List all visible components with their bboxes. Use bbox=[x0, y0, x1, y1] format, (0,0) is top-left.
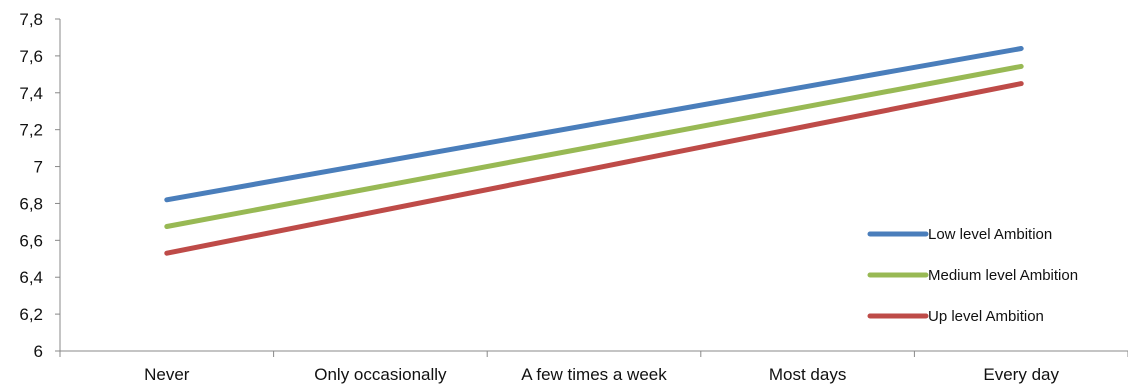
y-tick-label: 7,4 bbox=[19, 84, 43, 103]
x-tick-label: A few times a week bbox=[521, 365, 667, 384]
y-tick-label: 7,2 bbox=[19, 121, 43, 140]
y-tick-label: 6 bbox=[34, 342, 43, 361]
series-line bbox=[167, 49, 1021, 200]
x-tick-label: Every day bbox=[983, 365, 1059, 384]
series-line bbox=[167, 66, 1021, 226]
x-tick-label: Never bbox=[144, 365, 190, 384]
x-tick-label: Only occasionally bbox=[314, 365, 447, 384]
y-tick-label: 6,4 bbox=[19, 268, 43, 287]
legend: Low level Ambition Medium level Ambition U… bbox=[870, 226, 1078, 325]
y-tick-label: 6,6 bbox=[19, 231, 43, 250]
y-tick-label: 7,8 bbox=[19, 10, 43, 29]
legend-label: Medium level Ambition bbox=[928, 267, 1078, 284]
x-tick-label: Most days bbox=[769, 365, 846, 384]
series-line bbox=[167, 84, 1021, 254]
legend-label: Up level Ambition bbox=[928, 308, 1044, 325]
series-lines bbox=[167, 49, 1021, 254]
y-tick-label: 7,6 bbox=[19, 47, 43, 66]
y-tick-label: 6,2 bbox=[19, 305, 43, 324]
legend-label: Low level Ambition bbox=[928, 226, 1052, 243]
y-tick-label: 7 bbox=[34, 158, 43, 177]
y-tick-label: 6,8 bbox=[19, 194, 43, 213]
